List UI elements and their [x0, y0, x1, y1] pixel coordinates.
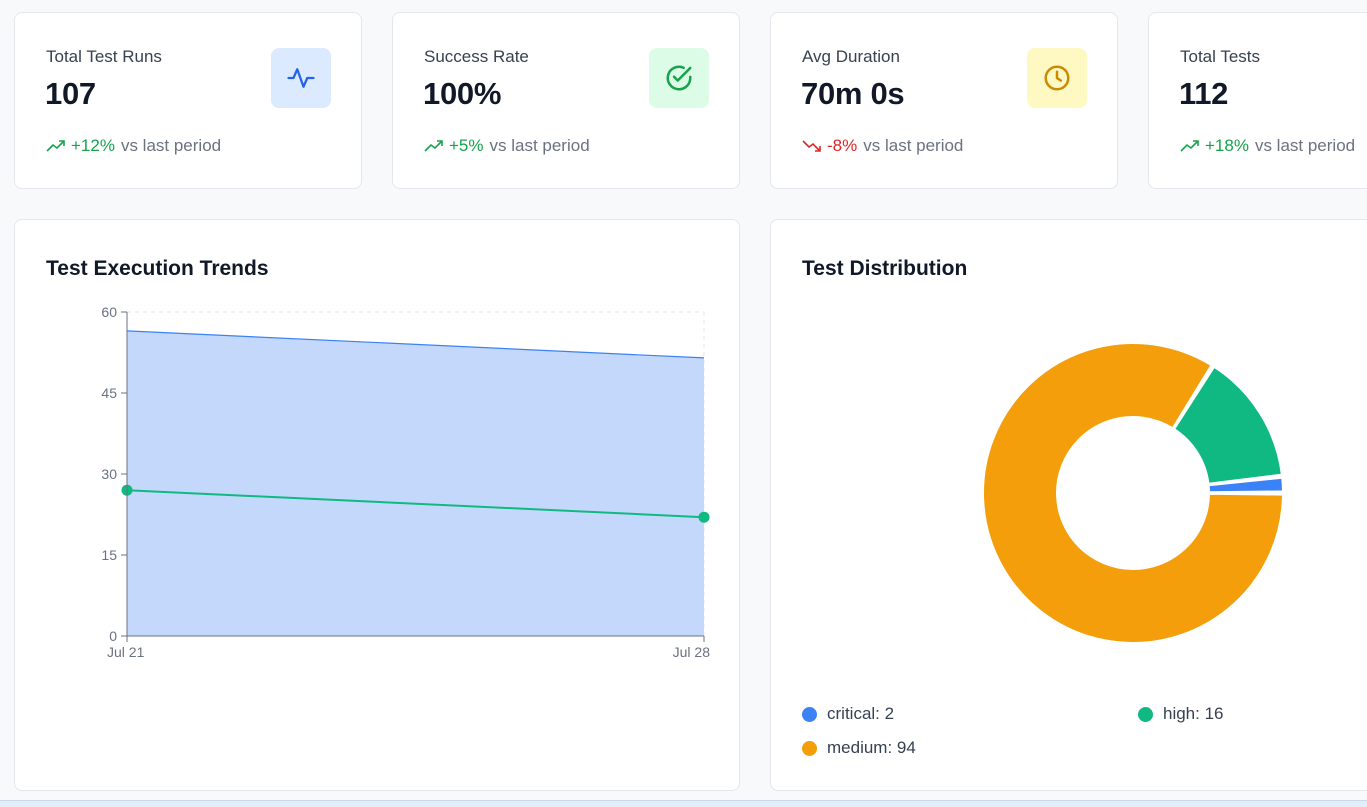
trending-down-icon — [802, 140, 821, 152]
stat-trend: +12% vs last period — [46, 136, 221, 156]
line-series-point — [698, 511, 710, 523]
distribution-donut-chart — [982, 342, 1285, 644]
stat-change: +12% — [71, 136, 115, 155]
area-fill — [127, 330, 704, 636]
trending-up-icon — [46, 140, 65, 152]
stat-change-suffix: vs last period — [863, 136, 964, 155]
legend-item-high: high: 16 — [1138, 704, 1224, 724]
check-circle-icon — [666, 65, 692, 91]
legend-label: critical: 2 — [827, 704, 895, 723]
stat-value: 70m 0s — [801, 76, 905, 111]
stat-card-total-tests: Total Tests 112 +18% vs last period — [1148, 12, 1367, 189]
bottom-strip — [0, 800, 1367, 807]
panel-title: Test Execution Trends — [46, 257, 269, 280]
activity-icon — [287, 68, 315, 88]
donut-slice-medium — [982, 342, 1285, 644]
test-execution-trends-panel: Test Execution Trends 0 15 30 45 60 Jul 21 Jul… — [14, 219, 740, 791]
line-series — [126, 489, 705, 519]
legend-label: medium: 94 — [827, 738, 916, 757]
panel-title: Test Distribution — [802, 257, 968, 280]
trending-up-icon — [1180, 140, 1199, 152]
y-tick-label: 60 — [101, 304, 117, 320]
stat-icon-box — [271, 48, 331, 108]
stat-value: 107 — [45, 76, 96, 111]
legend-item-critical: critical: 2 — [802, 704, 894, 724]
test-distribution-panel: Test Distribution critical: 2 high: 16 m… — [770, 219, 1367, 791]
stat-change-suffix: vs last period — [489, 136, 590, 155]
y-tick-label: 45 — [101, 385, 117, 401]
y-tick-label: 0 — [109, 628, 117, 644]
y-tick-label: 15 — [101, 547, 117, 563]
stat-title: Success Rate — [424, 47, 529, 66]
stat-icon-box — [649, 48, 709, 108]
stat-change: -8% — [827, 136, 858, 155]
x-tick-label: Jul 21 — [107, 644, 145, 660]
stat-title: Total Tests — [1180, 47, 1261, 66]
stat-change-suffix: vs last period — [1254, 136, 1356, 155]
legend-label: high: 16 — [1163, 704, 1224, 723]
stat-card-avg-duration: Avg Duration 70m 0s -8% vs last period — [770, 12, 1118, 189]
stat-change-suffix: vs last period — [120, 136, 222, 155]
stat-icon-box — [1027, 48, 1087, 108]
clock-icon — [1044, 65, 1070, 91]
x-tick-label: Jul 28 — [673, 644, 711, 660]
y-tick-label: 30 — [101, 466, 117, 482]
stat-trend: -8% vs last period — [802, 136, 963, 156]
stat-change: +18% — [1205, 136, 1249, 155]
trend-chart: 0 15 30 45 60 Jul 21 Jul 28 — [101, 304, 711, 660]
legend-item-medium: medium: 94 — [802, 738, 916, 758]
stat-value: 112 — [1179, 76, 1229, 111]
legend-dot — [802, 740, 817, 756]
donut-slice-critical — [1207, 476, 1285, 494]
stat-change: +5% — [449, 136, 484, 155]
legend-dot — [1138, 706, 1153, 722]
legend-dot — [802, 706, 817, 722]
area-series-line — [126, 330, 705, 359]
stat-card-success-rate: Success Rate 100% +5% vs last period — [392, 12, 740, 189]
stat-value: 100% — [423, 76, 502, 111]
trending-up-icon — [424, 140, 443, 152]
stat-title: Avg Duration — [802, 47, 900, 66]
stat-trend: +5% vs last period — [424, 136, 590, 156]
stat-trend: +18% vs last period — [1180, 136, 1355, 156]
donut-slice-high — [1172, 365, 1283, 485]
stat-title: Total Test Runs — [46, 47, 162, 66]
stat-card-total-test-runs: Total Test Runs 107 +12% vs last period — [14, 12, 362, 189]
